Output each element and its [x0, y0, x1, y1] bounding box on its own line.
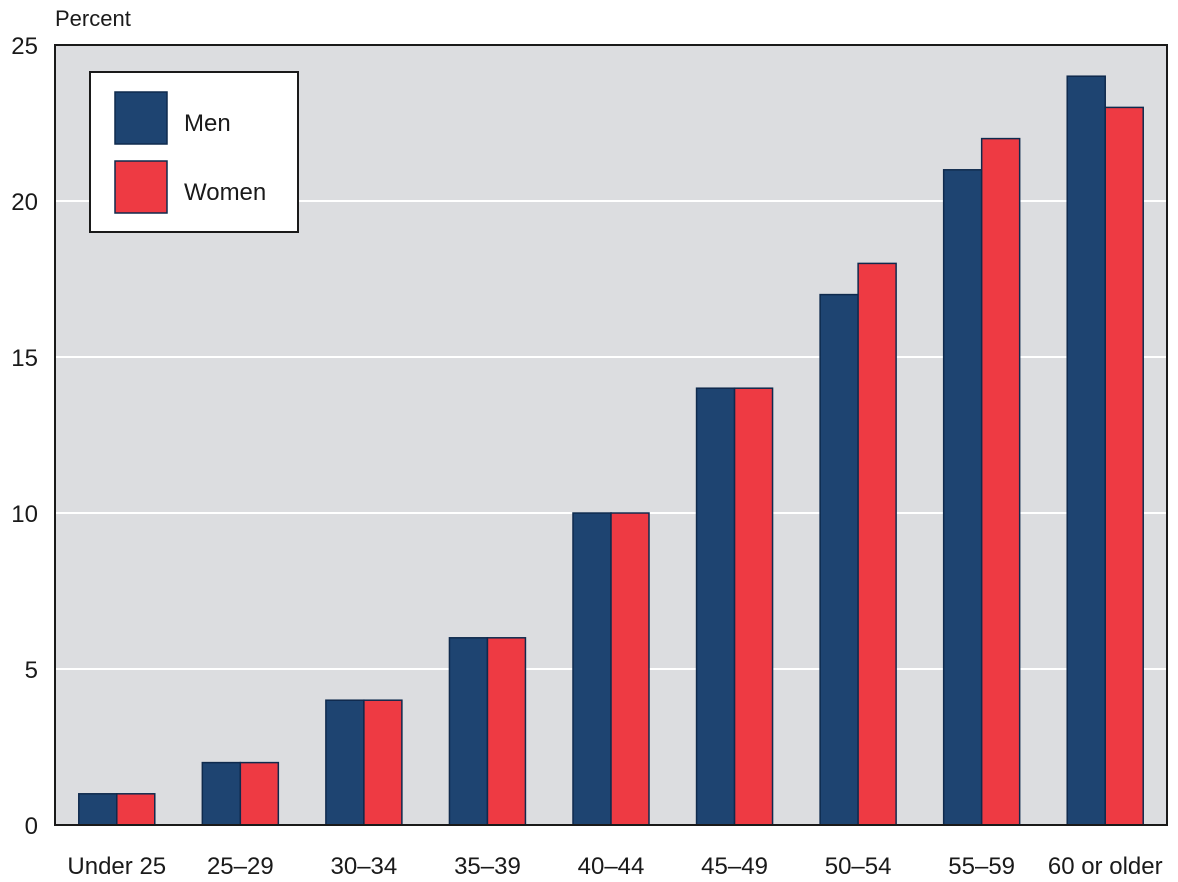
y-tick-label: 15 — [11, 345, 38, 372]
bar-women — [857, 262, 897, 826]
bar-women — [116, 793, 156, 826]
legend-swatch-women — [114, 160, 168, 214]
y-tick-label: 5 — [25, 657, 38, 684]
legend: Men Women — [89, 71, 299, 233]
bar-men — [572, 512, 612, 826]
x-tick-label: 25–29 — [207, 853, 274, 880]
x-tick-label: 45–49 — [701, 853, 768, 880]
bar-men — [201, 761, 242, 826]
y-tick-label: 25 — [11, 33, 38, 60]
legend-swatch-men — [114, 91, 168, 145]
x-tick-label: 35–39 — [454, 853, 521, 880]
x-tick-label: 55–59 — [948, 853, 1015, 880]
y-tick-label: 10 — [11, 501, 38, 528]
bar-men — [78, 793, 118, 826]
y-tick-label: 20 — [11, 189, 38, 216]
bar-women — [363, 699, 403, 826]
bars — [78, 75, 1144, 826]
x-tick-label: 50–54 — [825, 853, 892, 880]
bar-men — [819, 293, 859, 826]
legend-label-women: Women — [184, 179, 266, 206]
legend-label-men: Men — [184, 110, 231, 137]
bar-women — [980, 137, 1021, 826]
bar-men — [325, 699, 365, 826]
plot-frame — [54, 44, 1168, 826]
bar-women — [610, 512, 650, 826]
bar-men — [695, 387, 736, 826]
bar-women — [486, 637, 527, 826]
y-tick-label: 0 — [25, 813, 38, 840]
y-axis-title: Percent — [55, 6, 131, 31]
bar-men — [942, 169, 983, 826]
bar-women — [1104, 106, 1144, 826]
bar-women — [733, 387, 774, 826]
bar-women — [239, 761, 280, 826]
bar-men — [1066, 75, 1106, 826]
x-tick-label: 40–44 — [578, 853, 645, 880]
x-tick-label: 60 or older — [1048, 853, 1163, 880]
bar-men — [448, 637, 489, 826]
x-axis-ticks: Under 25 25–29 30–34 35–39 40–44 45–49 50–54 55… — [67, 853, 1162, 880]
x-tick-label: Under 25 — [67, 853, 166, 880]
x-tick-label: 30–34 — [331, 853, 398, 880]
y-axis-ticks: 0 5 10 15 20 25 — [11, 33, 38, 840]
